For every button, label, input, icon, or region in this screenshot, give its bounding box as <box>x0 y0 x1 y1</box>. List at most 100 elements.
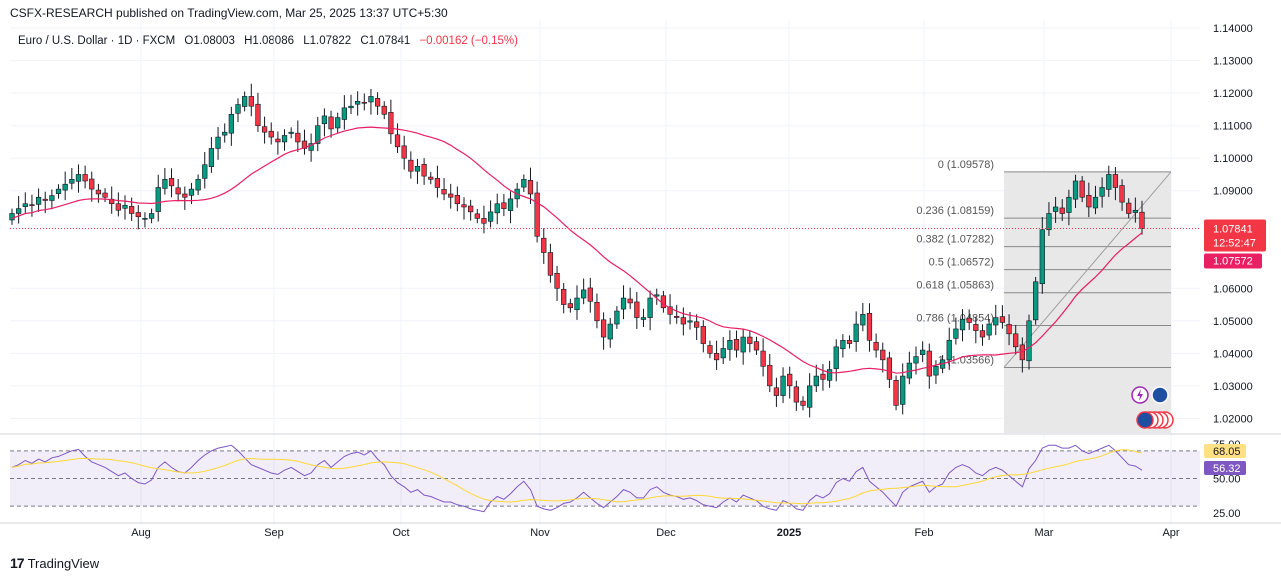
candle-body <box>275 138 281 143</box>
candle <box>182 186 188 210</box>
candle <box>959 309 966 342</box>
candle <box>142 212 148 228</box>
candle <box>574 285 580 320</box>
candle-body <box>441 189 447 195</box>
symbol-name[interactable]: Euro / U.S. Dollar · 1D · FXCM <box>18 35 176 47</box>
candle-body <box>374 98 381 107</box>
candle <box>474 208 480 224</box>
last-price-text: 1.07841 <box>1213 223 1253 235</box>
candle <box>1106 165 1112 197</box>
candle <box>1079 176 1085 203</box>
candle-body <box>694 321 700 328</box>
countdown-text: 12:52:47 <box>1213 237 1256 249</box>
candle-body <box>1119 185 1125 203</box>
candle <box>388 99 394 144</box>
candle-body <box>820 373 826 380</box>
footer-brand[interactable]: 17 TradingView <box>10 555 99 571</box>
candle-body <box>1059 207 1065 214</box>
price-tick-label: 1.03000 <box>1213 381 1253 393</box>
candle <box>95 183 102 203</box>
candle <box>900 363 906 415</box>
candle <box>893 375 899 411</box>
candle <box>341 95 347 130</box>
fib-level-label: 0 (1.09578) <box>938 159 994 171</box>
candle-body <box>195 179 201 191</box>
candle <box>1039 217 1045 294</box>
candle-body <box>9 213 15 221</box>
price-tick-label: 1.13000 <box>1213 56 1253 68</box>
fib-trend-line <box>1003 171 1172 368</box>
candle-body <box>647 297 653 318</box>
candle-body <box>507 198 514 211</box>
candle <box>933 360 939 384</box>
candle-body <box>860 314 866 326</box>
candle-body <box>155 187 161 212</box>
candle-body <box>700 326 706 344</box>
candle <box>9 208 15 225</box>
candle-body <box>541 237 547 253</box>
candle-body <box>235 104 241 114</box>
candle-body <box>1132 209 1138 213</box>
candle <box>1066 189 1072 226</box>
alert-icons <box>1131 386 1174 429</box>
candle <box>627 287 633 310</box>
candle <box>587 277 593 313</box>
candle-body <box>547 252 554 276</box>
candle-body <box>335 117 341 129</box>
candle <box>62 171 68 201</box>
candle <box>1046 202 1052 236</box>
candle <box>308 133 314 162</box>
candle <box>368 88 374 115</box>
candle-body <box>720 348 726 359</box>
rsi-ma-badge <box>1204 444 1246 458</box>
candle-body <box>926 350 932 377</box>
candle <box>620 285 627 320</box>
candle-body <box>202 164 208 179</box>
candle-body <box>767 365 773 387</box>
candle <box>49 189 55 210</box>
price-tick-label: 1.02000 <box>1213 413 1253 425</box>
price-tick-label: 1.10000 <box>1213 153 1253 165</box>
candle <box>102 188 108 203</box>
candle-body <box>261 126 268 133</box>
candle-body <box>627 298 633 304</box>
price-tick-label: 1.05000 <box>1213 316 1253 328</box>
candle-body <box>148 213 155 219</box>
candle-body <box>913 356 919 364</box>
candle-body <box>1066 196 1072 213</box>
candle <box>860 302 866 332</box>
candle-body <box>680 317 686 325</box>
candle <box>135 205 141 230</box>
candle-body <box>773 387 780 396</box>
candle <box>594 293 600 329</box>
candle-body <box>886 357 893 380</box>
candle <box>561 283 567 314</box>
candle-body <box>900 375 906 405</box>
candle-body <box>866 313 873 341</box>
candle-body <box>1126 202 1132 214</box>
candle <box>202 152 208 189</box>
candle-body <box>654 294 660 297</box>
rsi-line <box>11 444 1143 513</box>
candle <box>600 312 607 350</box>
candle <box>807 373 813 418</box>
candle <box>421 158 427 185</box>
candle-body <box>840 340 846 350</box>
candle-body <box>188 188 195 196</box>
candle-body <box>687 320 693 323</box>
candle <box>129 197 135 221</box>
candle-body <box>1092 196 1099 209</box>
candle <box>115 192 121 217</box>
candle-body <box>1033 281 1039 321</box>
candle-body <box>1013 333 1019 348</box>
candle <box>162 167 168 195</box>
candle <box>268 122 274 145</box>
price-tick-label: 1.11000 <box>1213 121 1252 133</box>
candle-body <box>142 218 148 220</box>
candles <box>9 83 1145 418</box>
candle <box>946 327 952 370</box>
candle-body <box>640 317 647 320</box>
time-axis: Aug Sep Oct Nov Dec 2025 Feb Mar Apr <box>0 522 1281 539</box>
candle <box>381 101 387 120</box>
